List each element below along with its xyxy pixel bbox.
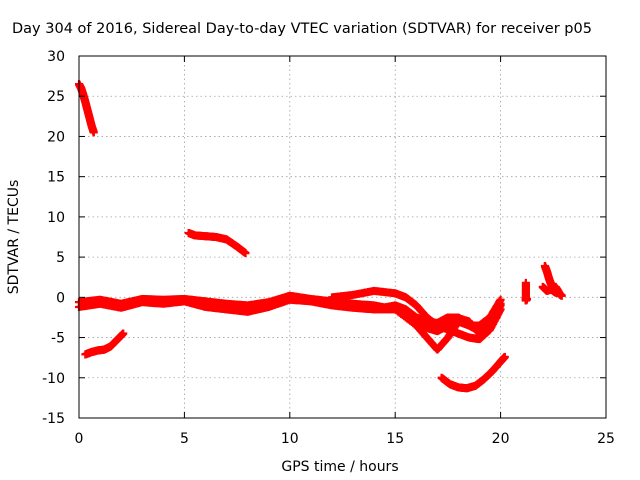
- grid: [79, 56, 606, 418]
- x-axis-title: GPS time / hours: [281, 459, 398, 475]
- x-tick-label: 0: [75, 431, 84, 447]
- series-band-d: [370, 299, 505, 336]
- series-arc-low-end: [437, 352, 509, 393]
- x-tick-label: 5: [180, 431, 189, 447]
- data-point: [119, 329, 128, 338]
- data-point: [500, 352, 509, 361]
- series-arc-high-start: [75, 80, 98, 137]
- y-tick-label: 10: [47, 210, 65, 226]
- y-tick-label: 15: [47, 170, 65, 186]
- y-tick-label: -15: [42, 411, 65, 427]
- x-tick-label: 25: [597, 431, 615, 447]
- data-point: [555, 289, 564, 298]
- axis-ticks: 0 5 10 15 20 25 -15 -10 -5 0 5 10 15 20 25 30: [42, 49, 615, 447]
- y-tick-label: 25: [47, 89, 65, 105]
- data-points: [75, 80, 566, 393]
- y-tick-label: 20: [47, 129, 65, 145]
- plot-frame: [78, 55, 607, 419]
- series-points-21: [521, 278, 531, 305]
- y-tick-label: -10: [42, 371, 65, 387]
- y-axis-title: SDTVAR / TECUs: [6, 180, 22, 295]
- y-tick-label: 0: [56, 290, 65, 306]
- data-point: [522, 294, 531, 303]
- series-arc-mid: [184, 228, 250, 258]
- data-point: [89, 128, 98, 137]
- data-point: [496, 299, 505, 308]
- data-point: [241, 249, 250, 258]
- y-tick-label: -5: [51, 331, 65, 347]
- y-tick-label: 5: [56, 250, 65, 266]
- x-tick-label: 10: [281, 431, 299, 447]
- x-tick-label: 20: [492, 431, 510, 447]
- series-arc-end-b: [538, 282, 564, 298]
- series-arc-low-start: [81, 329, 128, 359]
- y-tick-label: 30: [47, 49, 65, 65]
- chart-title: Day 304 of 2016, Sidereal Day-to-day VTE…: [12, 21, 592, 37]
- x-tick-label: 15: [386, 431, 404, 447]
